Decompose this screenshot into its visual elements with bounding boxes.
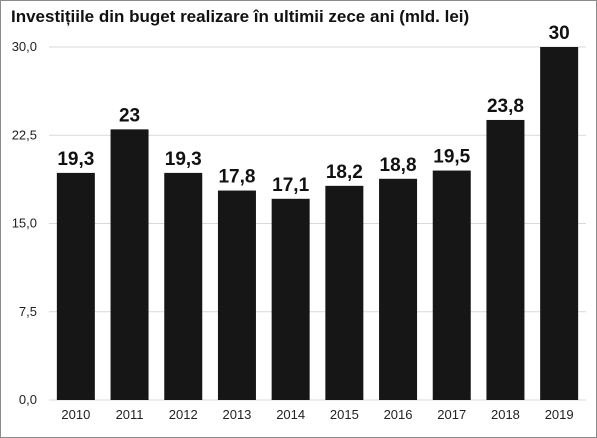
y-tick-label: 15,0 bbox=[12, 216, 37, 231]
bar bbox=[217, 190, 256, 400]
x-tick-label: 2017 bbox=[437, 407, 466, 422]
x-tick-label: 2014 bbox=[276, 407, 305, 422]
y-axis: 0,0 7,5 15,0 22,5 30,0 bbox=[12, 39, 37, 407]
x-tick-label: 2015 bbox=[330, 407, 359, 422]
data-label: 17,1 bbox=[272, 175, 309, 196]
bar bbox=[432, 170, 471, 400]
bar bbox=[56, 172, 95, 400]
x-tick-label: 2013 bbox=[222, 407, 251, 422]
data-label: 23 bbox=[119, 105, 140, 126]
bar bbox=[486, 119, 525, 400]
data-label: 18,8 bbox=[380, 155, 417, 176]
y-tick-label: 7,5 bbox=[19, 304, 37, 319]
data-label: 23,8 bbox=[487, 96, 524, 117]
x-tick-label: 2011 bbox=[116, 407, 144, 422]
bar bbox=[540, 47, 579, 400]
x-tick-label: 2012 bbox=[169, 407, 198, 422]
x-tick-label: 2010 bbox=[61, 407, 90, 422]
y-tick-label: 22,5 bbox=[12, 127, 37, 142]
x-axis: 2010 2011 2012 2013 2014 2015 2016 2017 2018 2019 bbox=[61, 407, 573, 422]
data-label: 19,5 bbox=[433, 147, 470, 168]
data-label: 18,2 bbox=[326, 162, 363, 183]
x-tick-label: 2016 bbox=[384, 407, 413, 422]
bar bbox=[271, 198, 310, 400]
chart-title: Investițiile din buget realizare în ulti… bbox=[11, 7, 469, 26]
x-tick-label: 2019 bbox=[545, 407, 574, 422]
data-label: 19,3 bbox=[165, 149, 202, 170]
data-labels: 19,3 23 19,3 17,8 17,1 18,2 18,8 19,5 23,8 30 bbox=[57, 23, 569, 196]
data-label: 17,8 bbox=[218, 167, 255, 188]
bar bbox=[325, 185, 364, 400]
x-tick-label: 2018 bbox=[491, 407, 520, 422]
bar bbox=[164, 172, 203, 400]
y-tick-label: 30,0 bbox=[12, 39, 37, 54]
bars bbox=[56, 47, 579, 400]
bar bbox=[110, 129, 149, 400]
y-tick-label: 0,0 bbox=[19, 392, 37, 407]
data-label: 30 bbox=[549, 23, 570, 44]
bar bbox=[379, 178, 418, 400]
data-label: 19,3 bbox=[57, 149, 94, 170]
